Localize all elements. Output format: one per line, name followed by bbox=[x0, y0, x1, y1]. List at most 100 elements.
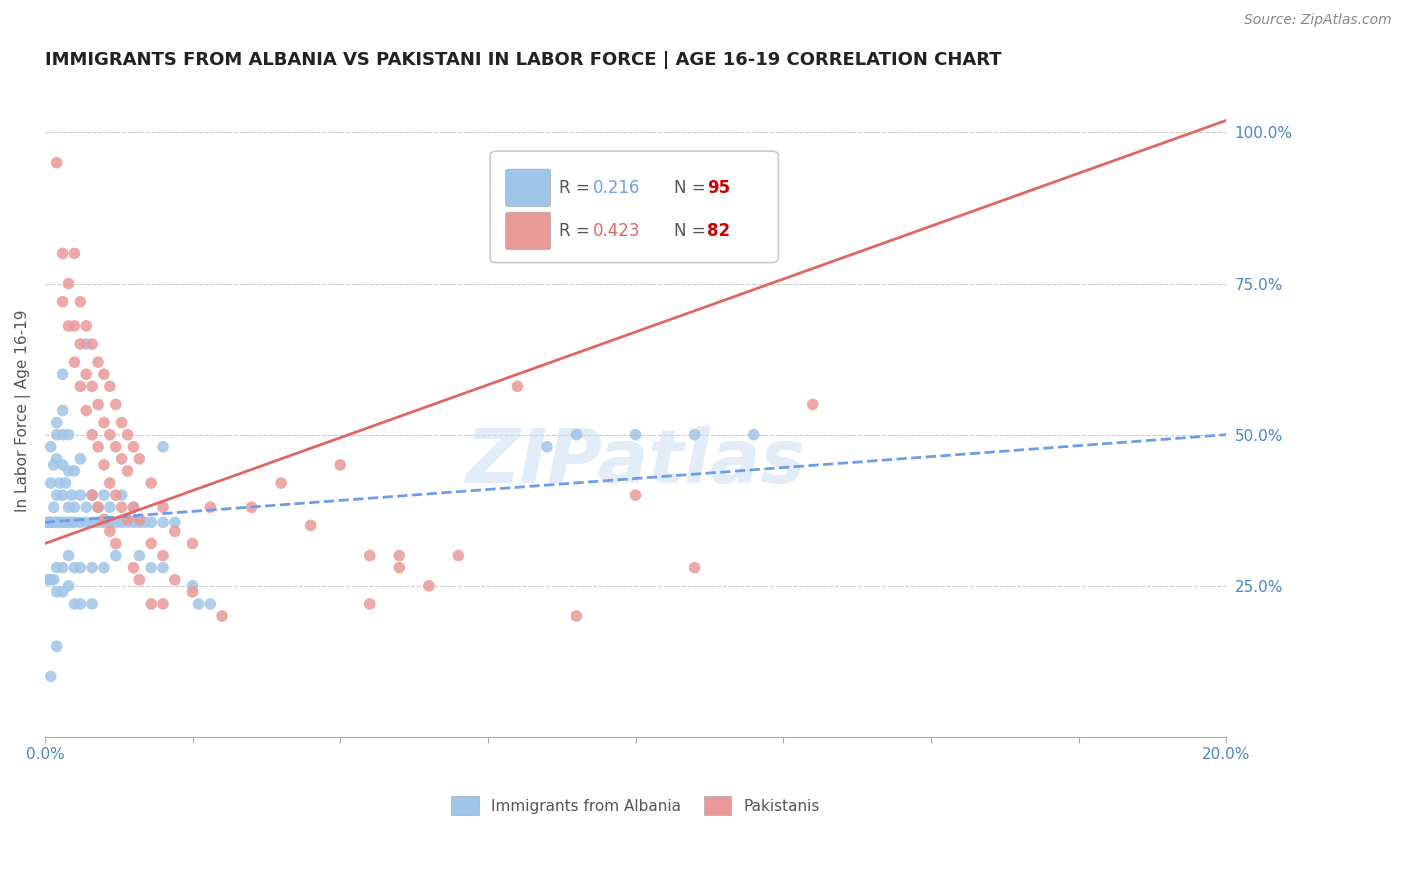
Point bbox=[60, 516, 83, 530]
Point bbox=[98, 476, 121, 491]
Point bbox=[111, 416, 134, 430]
Point bbox=[128, 451, 150, 466]
Point bbox=[58, 427, 80, 442]
Point bbox=[211, 609, 233, 624]
Point bbox=[181, 584, 204, 599]
Point bbox=[565, 427, 588, 442]
Point bbox=[69, 488, 91, 502]
Point bbox=[87, 500, 110, 515]
Point bbox=[200, 500, 222, 515]
Point bbox=[93, 416, 115, 430]
Point bbox=[122, 440, 145, 454]
Point bbox=[58, 500, 80, 515]
Point bbox=[359, 549, 381, 563]
Point bbox=[181, 579, 204, 593]
Text: R =: R = bbox=[560, 222, 595, 240]
Point bbox=[69, 560, 91, 574]
Point bbox=[69, 597, 91, 611]
Point bbox=[58, 464, 80, 478]
Point bbox=[45, 516, 67, 530]
Point bbox=[82, 488, 104, 502]
Point bbox=[683, 427, 706, 442]
Point bbox=[82, 597, 104, 611]
Point bbox=[52, 294, 75, 309]
Point bbox=[299, 518, 322, 533]
Point bbox=[52, 458, 75, 472]
Point bbox=[39, 516, 62, 530]
Point bbox=[87, 397, 110, 411]
Point bbox=[152, 440, 174, 454]
Point bbox=[82, 427, 104, 442]
Point bbox=[104, 397, 127, 411]
Point bbox=[42, 458, 65, 472]
Point bbox=[37, 516, 59, 530]
Point bbox=[45, 451, 67, 466]
Point bbox=[111, 500, 134, 515]
Point bbox=[48, 516, 70, 530]
Point bbox=[141, 516, 163, 530]
Text: 0.216: 0.216 bbox=[593, 179, 640, 197]
Point bbox=[122, 500, 145, 515]
Text: 95: 95 bbox=[707, 179, 730, 197]
Point bbox=[58, 277, 80, 291]
Point bbox=[82, 337, 104, 351]
Point bbox=[42, 573, 65, 587]
Point bbox=[270, 476, 292, 491]
Point bbox=[75, 403, 97, 417]
Y-axis label: In Labor Force | Age 16-19: In Labor Force | Age 16-19 bbox=[15, 310, 31, 512]
Point bbox=[58, 516, 80, 530]
Point bbox=[181, 536, 204, 550]
Text: ZIPatlas: ZIPatlas bbox=[465, 426, 806, 500]
Point bbox=[128, 516, 150, 530]
Point bbox=[111, 516, 134, 530]
Point bbox=[39, 669, 62, 683]
Point bbox=[39, 573, 62, 587]
Point bbox=[39, 476, 62, 491]
Point bbox=[45, 416, 67, 430]
Point bbox=[163, 573, 186, 587]
Point bbox=[75, 318, 97, 333]
Point bbox=[58, 318, 80, 333]
Point bbox=[742, 427, 765, 442]
Point bbox=[141, 536, 163, 550]
Point bbox=[122, 516, 145, 530]
Point bbox=[42, 500, 65, 515]
Point bbox=[93, 512, 115, 526]
Point bbox=[82, 488, 104, 502]
Point bbox=[63, 560, 86, 574]
Point bbox=[63, 597, 86, 611]
Point bbox=[128, 512, 150, 526]
Point bbox=[63, 516, 86, 530]
Point bbox=[52, 427, 75, 442]
Point bbox=[60, 488, 83, 502]
Point bbox=[388, 549, 411, 563]
Point bbox=[52, 584, 75, 599]
Point bbox=[93, 488, 115, 502]
Text: N =: N = bbox=[675, 222, 711, 240]
Point bbox=[122, 560, 145, 574]
Point bbox=[63, 318, 86, 333]
Point bbox=[45, 488, 67, 502]
Point bbox=[52, 516, 75, 530]
Point bbox=[128, 549, 150, 563]
Text: 82: 82 bbox=[707, 222, 730, 240]
Point bbox=[187, 597, 209, 611]
Point bbox=[75, 500, 97, 515]
Point bbox=[82, 516, 104, 530]
Point bbox=[506, 379, 529, 393]
Point bbox=[63, 246, 86, 260]
Point bbox=[104, 549, 127, 563]
Point bbox=[69, 294, 91, 309]
Point bbox=[418, 579, 440, 593]
Point bbox=[45, 155, 67, 169]
Point bbox=[48, 476, 70, 491]
Point bbox=[63, 355, 86, 369]
Point bbox=[104, 516, 127, 530]
Point bbox=[58, 579, 80, 593]
Point bbox=[52, 368, 75, 382]
Point bbox=[134, 516, 156, 530]
Point bbox=[93, 560, 115, 574]
Point bbox=[117, 427, 139, 442]
Point bbox=[87, 440, 110, 454]
Point bbox=[55, 476, 77, 491]
